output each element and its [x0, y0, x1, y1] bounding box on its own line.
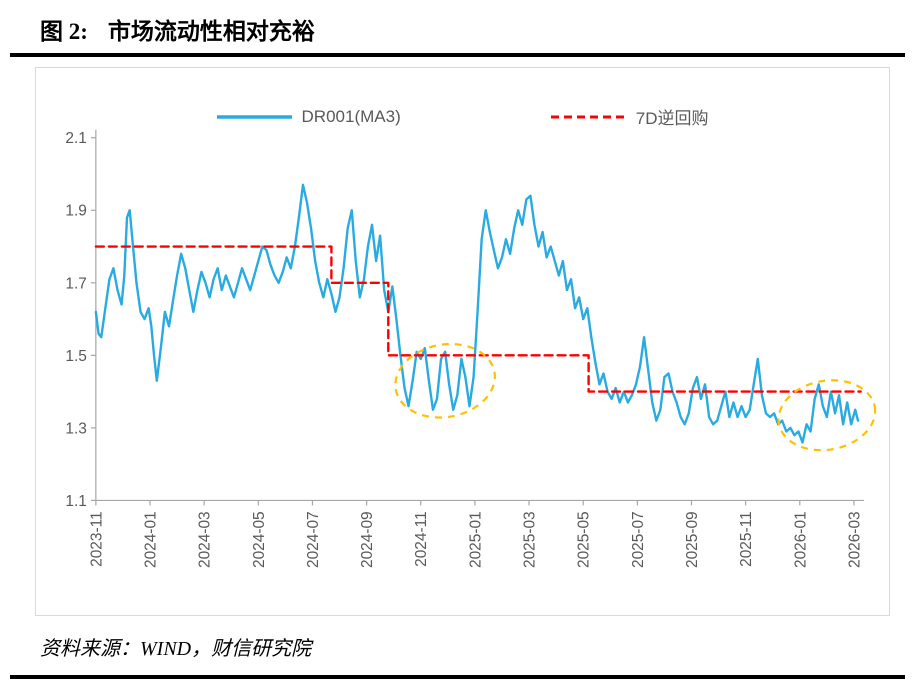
- dr001-ma3-line: [94, 183, 860, 444]
- legend-label-7d-reverse-repo: 7D逆回购: [635, 109, 709, 128]
- highlight-ellipse-2026-01: [777, 379, 877, 452]
- x-tick-label: 2025-09: [684, 511, 701, 568]
- liquidity-chart: 2.1 1.9 1.7 1.5 1.3 1.1 2023-11 2024-01 2024-03 2…: [35, 67, 890, 616]
- x-tick-label: 2023-11: [88, 511, 105, 566]
- legend-item-dr001: DR001(MA3): [216, 106, 401, 127]
- highlight-ellipse-2024-11: [394, 342, 496, 419]
- y-tick-label: 1.1: [65, 493, 86, 510]
- figure-number: 图 2:: [40, 19, 88, 44]
- legend-item-7d-reverse-repo: 7D逆回购: [550, 104, 709, 129]
- x-tick-label: 2024-03: [197, 511, 214, 568]
- x-tick-label: 2025-01: [467, 511, 484, 568]
- chart-legend: DR001(MA3) 7D逆回购: [36, 104, 889, 129]
- reverse-repo-line-swatch-icon: [550, 115, 626, 118]
- y-tick-label: 1.9: [65, 203, 86, 220]
- dr001-line-swatch-icon: [216, 114, 292, 119]
- x-tick-label: 2024-05: [251, 511, 268, 568]
- source-note: 资料来源：WIND，财信研究院: [40, 638, 312, 660]
- x-tick-label: 2024-11: [413, 511, 430, 566]
- x-tick-label: 2024-01: [142, 511, 159, 568]
- legend-label-dr001: DR001(MA3): [301, 106, 401, 126]
- figure-title-text: 市场流动性相对充裕: [107, 19, 315, 44]
- y-tick-label: 1.5: [65, 348, 86, 365]
- x-tick-label: 2025-11: [738, 511, 755, 566]
- figure-title: 图 2: 市场流动性相对充裕: [40, 12, 901, 46]
- x-tick-label: 2025-03: [522, 511, 539, 568]
- 7d-reverse-repo-line: [94, 245, 862, 393]
- x-tick-label: 2025-07: [630, 511, 647, 568]
- x-tick-label: 2025-05: [576, 511, 593, 568]
- bottom-divider: [10, 675, 905, 679]
- x-tick-label: 2024-09: [359, 511, 376, 568]
- y-tick-label: 2.1: [65, 130, 86, 147]
- y-tick-label: 1.3: [65, 420, 86, 437]
- y-tick-label: 1.7: [65, 275, 86, 292]
- title-divider: [10, 53, 905, 57]
- x-tick-label: 2024-07: [305, 511, 322, 568]
- x-tick-label: 2026-01: [792, 511, 809, 568]
- x-tick-label: 2026-03: [846, 511, 863, 568]
